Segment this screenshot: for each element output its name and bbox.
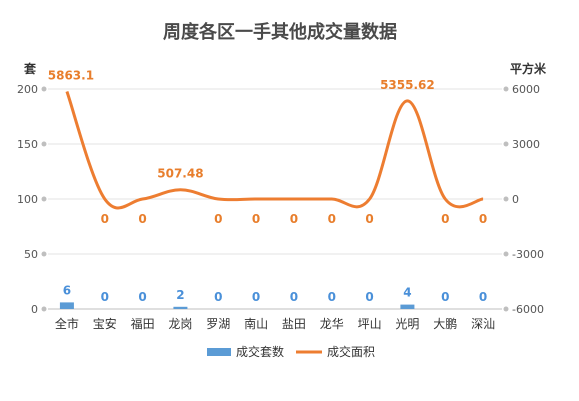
line-value-label: 0 xyxy=(214,212,222,226)
line-value-label: 507.48 xyxy=(157,167,203,181)
left-tick-label: 50 xyxy=(24,248,38,261)
left-tick-dot xyxy=(41,141,47,147)
bar-龙岗 xyxy=(173,306,188,309)
right-axis-ticks: -6000 -3000 0 3000 6000 xyxy=(512,83,544,316)
legend-label-line: 成交面积 xyxy=(327,344,375,359)
category-label: 大鹏 xyxy=(433,317,457,331)
right-axis-unit: 平方米 xyxy=(510,61,547,76)
left-tick-dot xyxy=(41,196,47,202)
category-labels: 全市 宝安 福田 龙岗 罗湖 南山 盐田 龙华 坪山 光明 大鹏 深汕 xyxy=(55,316,495,331)
left-axis-ticks: 0 50 100 150 200 xyxy=(17,83,38,316)
category-label: 坪山 xyxy=(358,317,382,331)
right-tick-dot xyxy=(503,196,509,202)
right-tick-label: 6000 xyxy=(512,83,540,96)
right-tick-dot xyxy=(503,86,509,92)
bar-value-label: 0 xyxy=(252,290,260,304)
category-label: 深汕 xyxy=(471,317,495,331)
category-label: 宝安 xyxy=(93,316,117,331)
bar-value-label: 6 xyxy=(63,283,71,297)
line-value-label: 5863.1 xyxy=(48,69,94,83)
right-tick-dot xyxy=(503,251,509,257)
left-tick-label: 0 xyxy=(31,303,38,316)
legend-label-bar: 成交套数 xyxy=(236,344,284,359)
bar-value-label: 0 xyxy=(365,290,373,304)
left-tick-dot xyxy=(41,306,47,312)
line-value-label: 5355.62 xyxy=(380,78,435,92)
line-value-label: 0 xyxy=(252,212,260,226)
data-labels: 6 0 0 2 0 0 0 0 0 4 0 0 5863.1 0 0 507.48 0 0 0 0 0 5355.62 0 0 xyxy=(48,69,488,304)
right-tick-dot xyxy=(503,306,509,312)
bar-value-label: 4 xyxy=(403,286,411,300)
left-tick-label: 100 xyxy=(17,193,38,206)
line-value-label: 0 xyxy=(101,212,109,226)
bar-全市 xyxy=(59,302,74,309)
category-label: 南山 xyxy=(244,316,268,331)
category-label: 福田 xyxy=(131,316,155,331)
line-series xyxy=(65,91,484,210)
line-value-label: 0 xyxy=(290,212,298,226)
right-tick-label: 3000 xyxy=(512,138,540,151)
bar-value-label: 0 xyxy=(101,290,109,304)
bar-value-label: 0 xyxy=(441,290,449,304)
line-value-label: 0 xyxy=(365,212,373,226)
line-path-area xyxy=(65,91,484,210)
bar-value-label: 0 xyxy=(138,290,146,304)
left-axis-unit: 套 xyxy=(23,61,37,76)
line-value-label: 0 xyxy=(441,212,449,226)
right-tick-dot xyxy=(503,141,509,147)
right-tick-label: 0 xyxy=(512,193,519,206)
left-tick-label: 200 xyxy=(17,83,38,96)
left-tick-label: 150 xyxy=(17,138,38,151)
left-tick-dot xyxy=(41,86,47,92)
category-label: 全市 xyxy=(55,316,79,331)
category-label: 盐田 xyxy=(282,317,306,331)
right-tick-label: -6000 xyxy=(512,303,544,316)
bar-series xyxy=(59,302,415,309)
right-tick-label: -3000 xyxy=(512,248,544,261)
bar-value-label: 0 xyxy=(214,290,222,304)
line-value-label: 0 xyxy=(479,212,487,226)
bar-光明 xyxy=(400,304,415,309)
category-label: 光明 xyxy=(395,317,419,331)
legend-swatch-bar xyxy=(207,348,231,356)
chart-title: 周度各区一手其他成交量数据 xyxy=(163,21,397,43)
line-value-label: 0 xyxy=(328,212,336,226)
category-label: 龙华 xyxy=(320,317,344,331)
bar-value-label: 0 xyxy=(479,290,487,304)
category-label: 罗湖 xyxy=(206,316,230,331)
bar-value-label: 2 xyxy=(176,288,184,302)
bar-value-label: 0 xyxy=(328,290,336,304)
category-label: 龙岗 xyxy=(168,317,192,331)
bar-value-label: 0 xyxy=(290,290,298,304)
line-value-label: 0 xyxy=(138,212,146,226)
legend: 成交套数 成交面积 xyxy=(207,344,375,359)
left-tick-dot xyxy=(41,251,47,257)
